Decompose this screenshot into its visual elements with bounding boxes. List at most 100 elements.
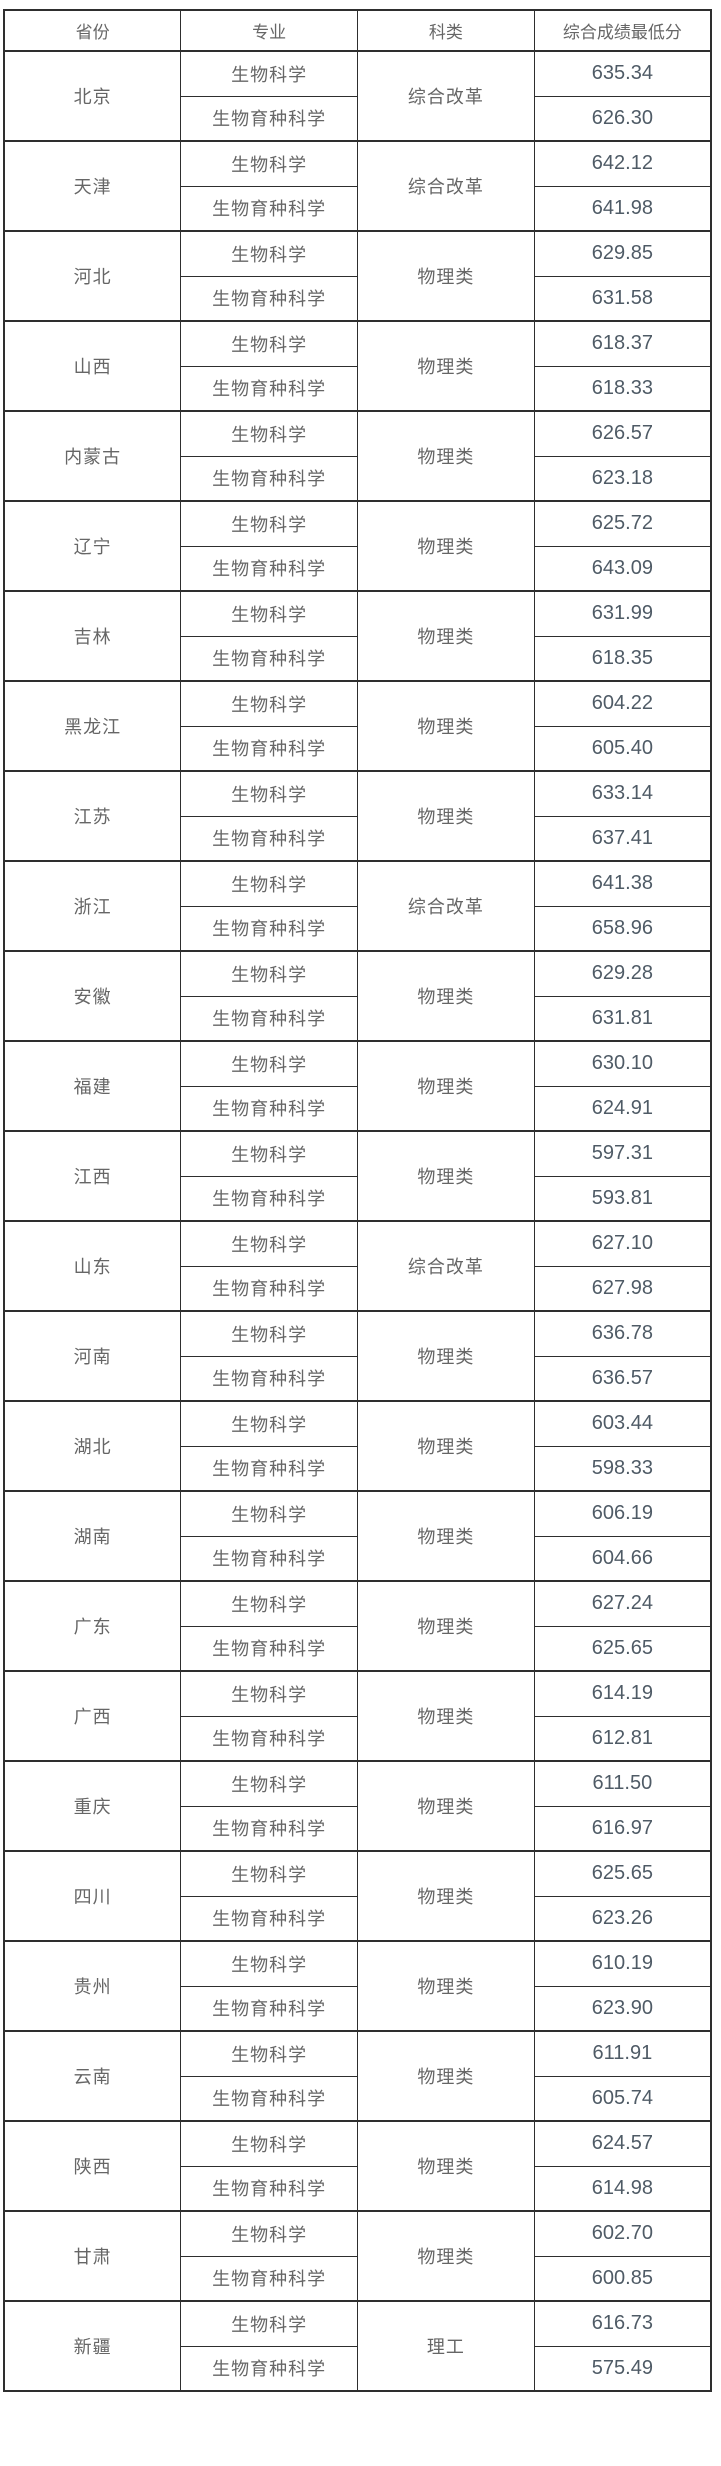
province-group-row-2: 生物育种科学 598.33 bbox=[4, 1445, 712, 1492]
category-cell: 综合改革 bbox=[357, 50, 535, 142]
province-group-row-1: 北京 生物科学 综合改革 635.34 bbox=[3, 50, 712, 142]
category-cell: 物理类 bbox=[357, 1760, 535, 1852]
category-cell: 物理类 bbox=[357, 770, 535, 862]
min-score-cell: 604.22 bbox=[533, 680, 712, 727]
category-cell: 物理类 bbox=[357, 1130, 535, 1222]
province-cell: 江苏 bbox=[3, 770, 182, 862]
major-cell: 生物科学 bbox=[180, 1400, 358, 1447]
province-group-row-1: 江苏 生物科学 物理类 633.14 bbox=[3, 770, 712, 862]
table-body: 北京 生物科学 综合改革 635.34 生物育种科学 626.30 天津 生物科学 综合改革 64… bbox=[3, 50, 712, 2392]
province-group-row-1: 天津 生物科学 综合改革 642.12 bbox=[3, 140, 712, 232]
category-cell: 综合改革 bbox=[357, 140, 535, 232]
major-cell: 生物育种科学 bbox=[180, 2165, 358, 2212]
province-group-row-1: 河北 生物科学 物理类 629.85 bbox=[3, 230, 712, 322]
major-cell: 生物育种科学 bbox=[180, 1535, 358, 1582]
min-score-cell: 627.10 bbox=[533, 1220, 712, 1267]
major-cell: 生物科学 bbox=[180, 50, 358, 97]
province-cell: 江西 bbox=[3, 1130, 182, 1222]
category-cell: 物理类 bbox=[357, 1310, 535, 1402]
major-cell: 生物科学 bbox=[180, 2210, 358, 2257]
min-score-cell: 604.66 bbox=[533, 1535, 712, 1582]
province-cell: 贵州 bbox=[3, 1940, 182, 2032]
major-cell: 生物科学 bbox=[180, 140, 358, 187]
province-group-row-1: 浙江 生物科学 综合改革 641.38 bbox=[3, 860, 712, 952]
category-cell: 物理类 bbox=[357, 1400, 535, 1492]
major-cell: 生物育种科学 bbox=[180, 1985, 358, 2032]
province-cell: 吉林 bbox=[3, 590, 182, 682]
major-cell: 生物育种科学 bbox=[180, 545, 358, 592]
major-cell: 生物育种科学 bbox=[180, 1805, 358, 1852]
min-score-cell: 575.49 bbox=[533, 2345, 712, 2392]
major-cell: 生物育种科学 bbox=[180, 815, 358, 862]
min-score-cell: 610.19 bbox=[533, 1940, 712, 1987]
col-header-category: 科类 bbox=[357, 9, 535, 52]
category-cell: 综合改革 bbox=[357, 860, 535, 952]
major-cell: 生物育种科学 bbox=[180, 725, 358, 772]
min-score-cell: 612.81 bbox=[533, 1715, 712, 1762]
admission-score-table: 省份 专业 科类 综合成绩最低分 北京 生物科学 综合改革 635.34 生物育种科学 6… bbox=[3, 9, 712, 2392]
min-score-cell: 624.91 bbox=[533, 1085, 712, 1132]
province-group-row-2: 生物育种科学 593.81 bbox=[4, 1175, 712, 1222]
category-cell: 物理类 bbox=[357, 1040, 535, 1132]
min-score-cell: 605.40 bbox=[533, 725, 712, 772]
major-cell: 生物科学 bbox=[180, 680, 358, 727]
min-score-cell: 642.12 bbox=[533, 140, 712, 187]
min-score-cell: 630.10 bbox=[533, 1040, 712, 1087]
min-score-cell: 631.99 bbox=[533, 590, 712, 637]
min-score-cell: 643.09 bbox=[533, 545, 712, 592]
province-group-row-1: 重庆 生物科学 物理类 611.50 bbox=[3, 1760, 712, 1852]
major-cell: 生物育种科学 bbox=[180, 275, 358, 322]
province-group-row-1: 黑龙江 生物科学 物理类 604.22 bbox=[3, 680, 712, 772]
category-cell: 物理类 bbox=[357, 1670, 535, 1762]
province-group-row-1: 江西 生物科学 物理类 597.31 bbox=[3, 1130, 712, 1222]
min-score-cell: 623.26 bbox=[533, 1895, 712, 1942]
province-group-row-1: 福建 生物科学 物理类 630.10 bbox=[3, 1040, 712, 1132]
province-group-row-2: 生物育种科学 627.98 bbox=[4, 1265, 712, 1312]
major-cell: 生物育种科学 bbox=[180, 95, 358, 142]
min-score-cell: 637.41 bbox=[533, 815, 712, 862]
province-cell: 河南 bbox=[3, 1310, 182, 1402]
province-group-row-1: 陕西 生物科学 物理类 624.57 bbox=[3, 2120, 712, 2212]
min-score-cell: 623.18 bbox=[533, 455, 712, 502]
category-cell: 物理类 bbox=[357, 320, 535, 412]
category-cell: 物理类 bbox=[357, 1490, 535, 1582]
province-group-row-1: 河南 生物科学 物理类 636.78 bbox=[3, 1310, 712, 1402]
province-group-row-1: 甘肃 生物科学 物理类 602.70 bbox=[3, 2210, 712, 2302]
category-cell: 物理类 bbox=[357, 1580, 535, 1672]
province-cell: 重庆 bbox=[3, 1760, 182, 1852]
major-cell: 生物育种科学 bbox=[180, 905, 358, 952]
province-cell: 山西 bbox=[3, 320, 182, 412]
category-cell: 物理类 bbox=[357, 590, 535, 682]
min-score-cell: 618.37 bbox=[533, 320, 712, 367]
province-group-row-1: 内蒙古 生物科学 物理类 626.57 bbox=[3, 410, 712, 502]
major-cell: 生物育种科学 bbox=[180, 1715, 358, 1762]
major-cell: 生物育种科学 bbox=[180, 365, 358, 412]
province-group-row-2: 生物育种科学 575.49 bbox=[4, 2345, 712, 2392]
min-score-cell: 658.96 bbox=[533, 905, 712, 952]
min-score-cell: 636.78 bbox=[533, 1310, 712, 1357]
province-group-row-1: 广东 生物科学 物理类 627.24 bbox=[3, 1580, 712, 1672]
min-score-cell: 631.81 bbox=[533, 995, 712, 1042]
major-cell: 生物科学 bbox=[180, 1760, 358, 1807]
province-group-row-2: 生物育种科学 643.09 bbox=[4, 545, 712, 592]
major-cell: 生物科学 bbox=[180, 950, 358, 997]
major-cell: 生物科学 bbox=[180, 410, 358, 457]
major-cell: 生物育种科学 bbox=[180, 1895, 358, 1942]
major-cell: 生物科学 bbox=[180, 1580, 358, 1627]
province-cell: 福建 bbox=[3, 1040, 182, 1132]
province-cell: 安徽 bbox=[3, 950, 182, 1042]
major-cell: 生物科学 bbox=[180, 1850, 358, 1897]
min-score-cell: 625.72 bbox=[533, 500, 712, 547]
major-cell: 生物育种科学 bbox=[180, 1085, 358, 1132]
major-cell: 生物科学 bbox=[180, 1490, 358, 1537]
min-score-cell: 624.57 bbox=[533, 2120, 712, 2167]
province-cell: 云南 bbox=[3, 2030, 182, 2122]
province-group-row-1: 安徽 生物科学 物理类 629.28 bbox=[3, 950, 712, 1042]
province-group-row-2: 生物育种科学 605.40 bbox=[4, 725, 712, 772]
province-cell: 北京 bbox=[3, 50, 182, 142]
min-score-cell: 631.58 bbox=[533, 275, 712, 322]
province-group-row-2: 生物育种科学 604.66 bbox=[4, 1535, 712, 1582]
major-cell: 生物科学 bbox=[180, 770, 358, 817]
province-cell: 天津 bbox=[3, 140, 182, 232]
min-score-cell: 593.81 bbox=[533, 1175, 712, 1222]
